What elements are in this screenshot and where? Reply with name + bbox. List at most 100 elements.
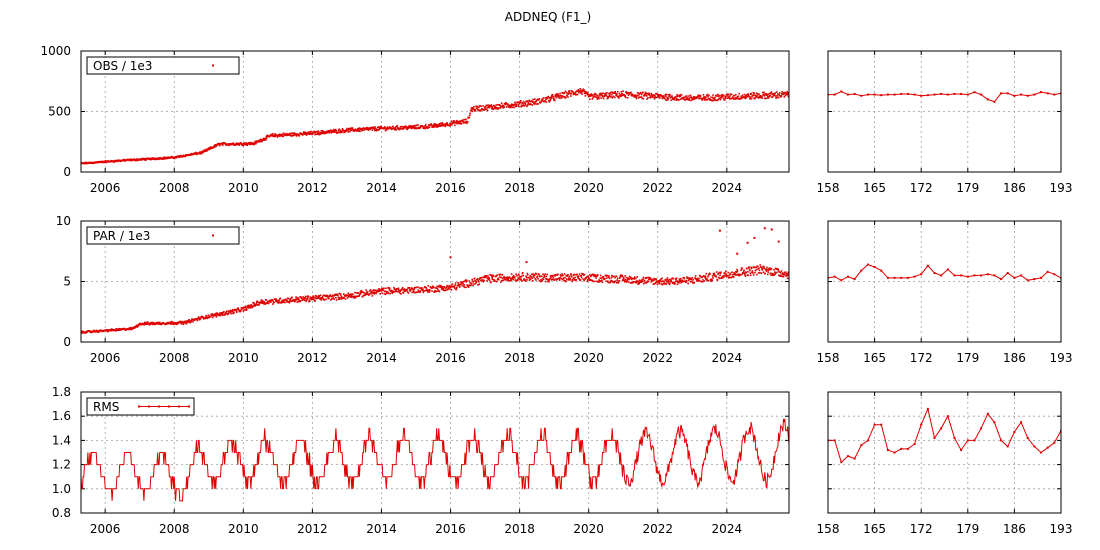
data-point	[568, 90, 571, 92]
data-point	[766, 97, 769, 99]
data-point	[599, 277, 602, 280]
data-point	[548, 97, 551, 99]
data-point	[434, 123, 437, 125]
data-point	[140, 157, 143, 160]
data-point	[282, 300, 285, 303]
data-point	[420, 287, 423, 289]
data-point	[250, 141, 252, 144]
data-point	[502, 105, 505, 107]
data-point	[505, 102, 508, 105]
data-point	[732, 96, 734, 98]
data-point	[719, 272, 722, 275]
data-point	[717, 98, 720, 101]
data-point	[588, 277, 590, 280]
data-point	[873, 265, 876, 268]
rms-long-frame	[80, 391, 790, 514]
data-point	[563, 96, 566, 98]
data-point	[434, 287, 437, 289]
data-point	[184, 320, 187, 323]
data-point	[438, 124, 440, 127]
data-point	[291, 132, 294, 135]
data-point	[292, 132, 295, 135]
data-point	[621, 93, 624, 96]
data-point	[674, 283, 676, 285]
data-point	[274, 133, 276, 135]
data-point	[492, 108, 495, 111]
data-point	[641, 97, 643, 100]
data-point	[487, 275, 489, 277]
data-point	[468, 114, 471, 117]
data-point	[296, 297, 298, 299]
data-point	[770, 91, 773, 93]
data-point	[512, 104, 515, 106]
data-point	[347, 294, 349, 297]
data-point	[377, 129, 380, 131]
data-point	[703, 97, 706, 100]
data-point	[528, 99, 531, 102]
data-point	[236, 308, 239, 311]
data-point	[768, 267, 771, 269]
data-point	[491, 105, 493, 108]
data-point	[717, 93, 719, 96]
data-point	[703, 275, 705, 277]
data-point	[704, 276, 706, 279]
data-point	[508, 280, 510, 282]
data-point	[613, 92, 616, 94]
data-point	[260, 301, 262, 303]
data-point	[767, 93, 769, 96]
data-point	[572, 279, 574, 281]
data-point	[253, 143, 256, 146]
data-point	[491, 278, 494, 281]
data-point	[454, 282, 457, 284]
data-point	[266, 134, 269, 137]
data-point	[285, 133, 287, 136]
data-point	[100, 329, 103, 332]
data-point	[662, 95, 665, 97]
data-point	[546, 278, 548, 280]
data-point	[638, 282, 641, 285]
data-point	[682, 276, 684, 279]
data-point	[446, 122, 449, 125]
x-tick-label: 2014	[366, 522, 397, 536]
data-point	[736, 268, 738, 271]
data-point	[770, 274, 772, 276]
data-point	[722, 276, 725, 278]
data-point	[417, 124, 419, 126]
data-point	[769, 268, 772, 271]
data-point	[484, 107, 486, 110]
data-point	[507, 104, 510, 107]
data-point	[496, 107, 499, 110]
data-point	[635, 97, 638, 100]
data-point	[685, 281, 687, 284]
data-point	[456, 286, 458, 289]
data-point	[522, 100, 525, 103]
data-point	[326, 295, 329, 298]
data-point	[173, 156, 176, 159]
data-point	[458, 283, 461, 286]
data-point	[643, 95, 645, 97]
data-point	[262, 300, 264, 303]
panel-group: 2006 2008 2010 2012 2014 2016 2018 2020 2022 2024…	[40, 44, 1072, 536]
data-point	[487, 105, 490, 108]
data-point	[893, 93, 896, 96]
data-point	[491, 106, 494, 109]
data-point	[712, 94, 714, 96]
data-point	[472, 280, 475, 283]
data-point	[567, 90, 570, 93]
data-point	[732, 273, 735, 276]
data-point	[404, 125, 406, 128]
y-tick-label: 0.8	[52, 506, 71, 520]
data-point	[453, 286, 456, 288]
data-point	[740, 97, 743, 100]
data-point	[471, 106, 474, 109]
data-point	[402, 128, 405, 130]
data-point	[326, 130, 328, 133]
data-point	[124, 328, 126, 330]
data-point	[550, 276, 552, 279]
data-point	[375, 291, 378, 293]
data-point	[760, 272, 763, 274]
data-point	[531, 101, 534, 103]
data-point	[580, 276, 583, 279]
data-point	[537, 277, 539, 280]
data-point	[743, 93, 746, 96]
